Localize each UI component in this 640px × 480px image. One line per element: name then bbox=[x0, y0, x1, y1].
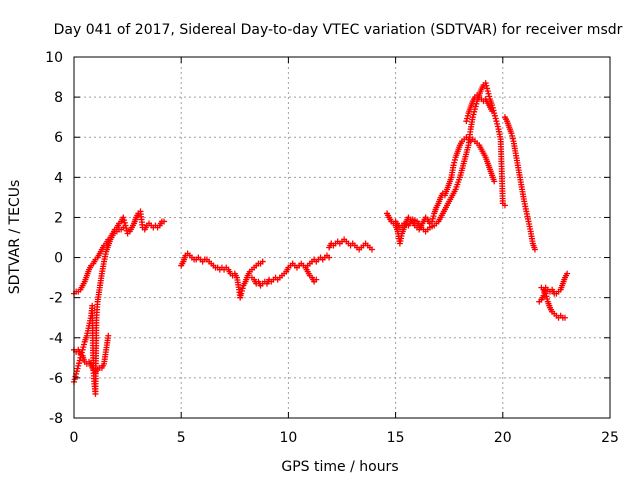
data-point bbox=[430, 213, 437, 220]
data-point bbox=[121, 219, 128, 226]
plot-frame bbox=[73, 56, 611, 419]
data-point bbox=[161, 218, 168, 225]
data-point bbox=[80, 344, 87, 351]
data-point bbox=[76, 357, 83, 364]
y-axis-label: SDTVAR / TECUs bbox=[7, 180, 23, 295]
data-point bbox=[464, 115, 471, 122]
axis-ticks bbox=[73, 56, 611, 419]
y-tick-label: -8 bbox=[49, 411, 63, 427]
data-point bbox=[494, 120, 501, 127]
data-point bbox=[491, 112, 498, 119]
data-point bbox=[326, 254, 333, 261]
data-point bbox=[74, 365, 81, 372]
data-point bbox=[123, 227, 130, 234]
data-point bbox=[471, 108, 478, 115]
x-tick-label: 25 bbox=[601, 430, 619, 446]
data-point bbox=[489, 108, 496, 115]
data-point bbox=[494, 123, 501, 130]
data-point bbox=[561, 314, 568, 321]
data-point bbox=[81, 341, 88, 348]
data-point bbox=[509, 135, 516, 142]
x-tick-label: 0 bbox=[70, 430, 79, 446]
data-point bbox=[492, 115, 499, 122]
data-point bbox=[483, 82, 490, 89]
data-point bbox=[543, 293, 550, 300]
data-point bbox=[77, 354, 84, 361]
axis-tick-labels: 0 5 10 15 20 25 -8 -6 -4 -2 0 2 4 6 8 10 bbox=[45, 50, 619, 446]
data-point bbox=[472, 103, 479, 110]
y-tick-label: 2 bbox=[54, 210, 63, 226]
chart-title: Day 041 of 2017, Sidereal Day-to-day VTE… bbox=[54, 22, 623, 38]
data-point bbox=[121, 217, 128, 224]
data-point bbox=[509, 132, 516, 139]
data-point bbox=[484, 85, 491, 92]
data-point bbox=[482, 80, 489, 87]
data-point bbox=[78, 349, 85, 356]
data-point bbox=[429, 218, 436, 225]
data-point bbox=[75, 362, 82, 369]
data-point bbox=[493, 118, 500, 125]
x-tick-label: 15 bbox=[387, 430, 405, 446]
data-point bbox=[485, 90, 492, 97]
x-tick-label: 10 bbox=[279, 430, 297, 446]
data-series bbox=[71, 80, 571, 397]
data-point bbox=[73, 368, 80, 375]
data-point bbox=[464, 112, 471, 119]
y-tick-label: -6 bbox=[49, 371, 63, 387]
data-point bbox=[463, 118, 470, 125]
y-tick-label: 4 bbox=[54, 170, 63, 186]
data-point bbox=[484, 88, 491, 95]
data-point bbox=[451, 156, 458, 163]
data-point bbox=[79, 346, 86, 353]
data-point bbox=[259, 258, 266, 265]
data-point bbox=[239, 285, 246, 292]
data-point bbox=[123, 225, 130, 232]
data-point bbox=[71, 376, 78, 383]
y-tick-label: 6 bbox=[54, 130, 63, 146]
data-point bbox=[105, 332, 112, 339]
data-point bbox=[72, 373, 79, 380]
x-axis-label: GPS time / hours bbox=[281, 459, 398, 475]
data-point bbox=[471, 106, 478, 113]
data-point bbox=[470, 111, 477, 118]
data-point bbox=[429, 215, 436, 222]
data-point bbox=[120, 214, 127, 221]
data-point bbox=[76, 360, 83, 367]
data-point bbox=[469, 114, 476, 121]
data-point bbox=[238, 287, 245, 294]
y-tick-label: -2 bbox=[49, 291, 63, 307]
x-tick-label: 20 bbox=[494, 430, 512, 446]
data-point bbox=[542, 290, 549, 297]
data-point bbox=[78, 352, 85, 359]
data-point bbox=[238, 290, 245, 297]
y-tick-label: 0 bbox=[54, 251, 63, 267]
data-point bbox=[120, 224, 127, 231]
x-tick-label: 5 bbox=[177, 430, 186, 446]
data-point bbox=[473, 100, 480, 107]
data-point bbox=[486, 93, 493, 100]
y-tick-label: 8 bbox=[54, 90, 63, 106]
data-point bbox=[313, 276, 320, 283]
data-point bbox=[450, 162, 457, 169]
data-point bbox=[508, 130, 515, 137]
y-tick-label: 10 bbox=[45, 50, 63, 66]
data-point bbox=[491, 178, 498, 185]
data-point bbox=[544, 296, 551, 303]
data-point bbox=[451, 159, 458, 166]
data-point bbox=[531, 246, 538, 253]
data-point bbox=[369, 246, 376, 253]
data-point bbox=[501, 202, 508, 209]
y-tick-label: -4 bbox=[49, 331, 63, 347]
data-point bbox=[564, 270, 571, 277]
